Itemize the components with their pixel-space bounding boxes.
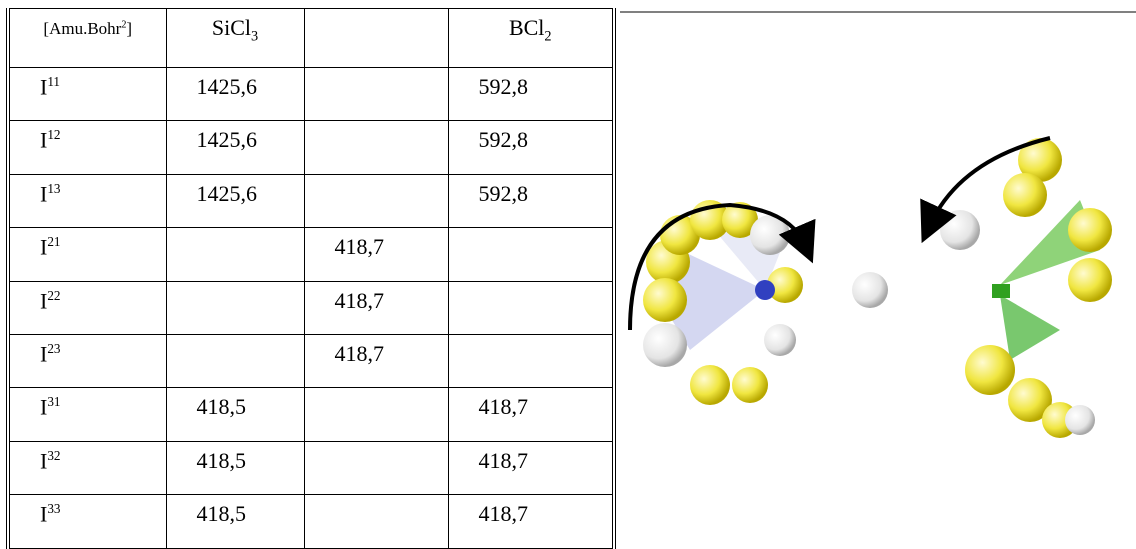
text-sup: 32 xyxy=(47,447,61,463)
value-cell xyxy=(165,280,305,335)
table-row: I33 418,5 418,7 xyxy=(7,494,615,549)
sicl3-fan xyxy=(643,200,803,405)
text-base: I xyxy=(40,74,48,100)
text-base: I xyxy=(40,127,48,153)
table-row: I12 1425,6 592,8 xyxy=(7,120,615,175)
text-sup: 2 xyxy=(121,19,127,31)
value-cell: 418,7 xyxy=(303,280,449,335)
value-cell xyxy=(447,227,615,282)
text-base: I xyxy=(40,181,48,207)
value-cell xyxy=(447,280,615,335)
value-cell: 418,7 xyxy=(447,440,615,496)
text-sup: 22 xyxy=(47,287,61,303)
value-cell: 592,8 xyxy=(447,173,615,229)
text-sub: 2 xyxy=(544,28,552,45)
value-cell: 1425,6 xyxy=(165,66,305,122)
value-cell xyxy=(303,387,449,442)
row-label: I11 xyxy=(7,66,167,122)
text-base: SiCl xyxy=(211,15,251,40)
header-cell xyxy=(303,8,449,68)
row-label: I12 xyxy=(7,120,167,175)
row-label: I13 xyxy=(7,173,167,229)
bcl2-fan xyxy=(940,138,1112,438)
header-cell: BCl2 xyxy=(447,8,615,68)
value-cell xyxy=(447,333,615,389)
table-row: I22 418,7 xyxy=(7,280,615,335)
value-cell: 418,7 xyxy=(303,333,449,389)
value-cell: 418,5 xyxy=(165,440,305,496)
value-cell xyxy=(303,173,449,229)
text-sup: 12 xyxy=(47,127,61,143)
table-row: I31 418,5 418,7 xyxy=(7,387,615,442)
text-base: I xyxy=(40,501,48,527)
center-atom xyxy=(852,272,888,308)
table-row: I32 418,5 418,7 xyxy=(7,440,615,496)
row-label: I23 xyxy=(7,333,167,389)
text-sup: 23 xyxy=(47,340,61,356)
text-base: I xyxy=(40,448,48,474)
row-label: I31 xyxy=(7,387,167,442)
value-cell: 418,7 xyxy=(447,387,615,442)
row-label: I22 xyxy=(7,280,167,335)
text-base: I xyxy=(40,287,48,313)
value-cell xyxy=(165,227,305,282)
value-cell: 1425,6 xyxy=(165,173,305,229)
row-label: I33 xyxy=(7,494,167,549)
text-sup: 11 xyxy=(47,74,61,89)
text-base: [Amu.Bohr xyxy=(43,19,122,38)
value-cell: 418,5 xyxy=(165,494,305,549)
text-base: I xyxy=(40,234,48,260)
row-label: I32 xyxy=(7,440,167,496)
text-sub: 3 xyxy=(250,28,259,45)
table-row: I13 1425,6 592,8 xyxy=(7,173,615,229)
value-cell xyxy=(303,66,449,122)
value-cell: 418,5 xyxy=(165,387,305,442)
text-base: BCl xyxy=(508,15,545,40)
value-cell: 1425,6 xyxy=(165,120,305,175)
molecule-illustration xyxy=(620,11,1136,438)
rotation-arrow xyxy=(920,136,1051,244)
value-cell: 418,7 xyxy=(447,494,615,549)
value-cell xyxy=(303,440,449,496)
text-sup: 31 xyxy=(47,394,61,410)
text-tail: ] xyxy=(126,19,133,38)
text-sup: 13 xyxy=(47,180,61,196)
table-row: I11 1425,6 592,8 xyxy=(7,66,615,122)
header-cell: SiCl3 xyxy=(165,8,305,68)
text-sup: 21 xyxy=(47,234,61,250)
text-base: I xyxy=(40,341,48,367)
value-cell: 592,8 xyxy=(447,66,615,122)
value-cell: 418,7 xyxy=(303,227,449,282)
value-cell xyxy=(303,120,449,175)
table-row: I23 418,7 xyxy=(7,333,615,389)
row-label: I21 xyxy=(7,227,167,282)
text-sup: 33 xyxy=(47,501,61,517)
value-cell: 592,8 xyxy=(447,120,615,175)
table-row: I21 418,7 xyxy=(7,227,615,282)
text-base: I xyxy=(40,394,48,420)
value-cell xyxy=(303,494,449,549)
header-row: [Amu.Bohr2] SiCl3 BCl2 xyxy=(7,8,615,68)
value-cell xyxy=(165,333,305,389)
table: [Amu.Bohr2] SiCl3 BCl2 I11 1425,6 592,8 I12 142… xyxy=(6,8,616,549)
header-cell: [Amu.Bohr2] xyxy=(7,8,167,68)
rotation-arrow xyxy=(628,202,816,331)
